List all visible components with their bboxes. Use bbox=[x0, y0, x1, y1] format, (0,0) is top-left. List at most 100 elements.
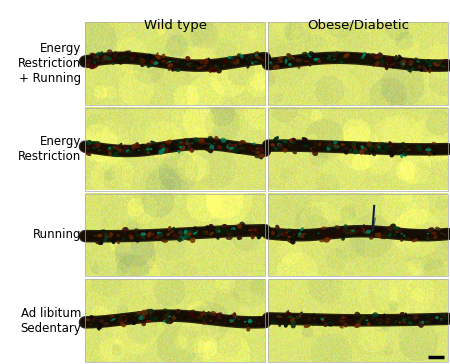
Ellipse shape bbox=[273, 315, 276, 318]
Text: Energy
Restriction: Energy Restriction bbox=[18, 135, 81, 163]
Ellipse shape bbox=[217, 314, 222, 319]
Ellipse shape bbox=[135, 239, 140, 243]
Ellipse shape bbox=[231, 147, 235, 150]
Ellipse shape bbox=[388, 145, 392, 147]
Ellipse shape bbox=[364, 152, 369, 155]
Ellipse shape bbox=[190, 237, 195, 243]
Ellipse shape bbox=[275, 147, 278, 151]
Ellipse shape bbox=[389, 141, 393, 146]
Ellipse shape bbox=[226, 144, 230, 149]
Ellipse shape bbox=[374, 231, 378, 236]
Ellipse shape bbox=[279, 232, 283, 236]
Ellipse shape bbox=[323, 323, 328, 327]
Ellipse shape bbox=[290, 59, 293, 60]
Ellipse shape bbox=[159, 145, 165, 148]
Ellipse shape bbox=[248, 229, 252, 232]
Ellipse shape bbox=[216, 63, 221, 66]
Ellipse shape bbox=[146, 148, 149, 151]
Ellipse shape bbox=[169, 321, 174, 324]
Ellipse shape bbox=[382, 321, 384, 322]
Ellipse shape bbox=[98, 149, 101, 151]
Ellipse shape bbox=[272, 142, 277, 146]
Ellipse shape bbox=[216, 317, 219, 320]
Ellipse shape bbox=[253, 321, 256, 323]
Ellipse shape bbox=[114, 51, 118, 54]
Ellipse shape bbox=[278, 143, 281, 147]
Ellipse shape bbox=[182, 64, 184, 65]
Ellipse shape bbox=[94, 142, 97, 147]
Ellipse shape bbox=[386, 147, 388, 149]
Ellipse shape bbox=[421, 321, 424, 324]
Ellipse shape bbox=[427, 151, 432, 156]
Ellipse shape bbox=[202, 230, 208, 236]
Ellipse shape bbox=[239, 147, 243, 150]
Ellipse shape bbox=[217, 316, 221, 319]
Ellipse shape bbox=[344, 224, 348, 229]
Ellipse shape bbox=[140, 233, 145, 239]
Ellipse shape bbox=[226, 60, 232, 63]
Ellipse shape bbox=[209, 320, 212, 322]
Ellipse shape bbox=[400, 149, 402, 150]
Text: Energy
Restriction
+ Running: Energy Restriction + Running bbox=[18, 42, 81, 85]
Ellipse shape bbox=[97, 326, 103, 329]
Ellipse shape bbox=[122, 314, 126, 318]
Ellipse shape bbox=[401, 63, 405, 67]
Ellipse shape bbox=[99, 241, 104, 245]
Ellipse shape bbox=[94, 150, 98, 154]
Ellipse shape bbox=[418, 65, 421, 68]
Ellipse shape bbox=[140, 144, 144, 147]
Ellipse shape bbox=[122, 55, 126, 57]
Ellipse shape bbox=[213, 316, 218, 320]
Ellipse shape bbox=[214, 136, 219, 141]
Ellipse shape bbox=[189, 64, 196, 67]
Ellipse shape bbox=[184, 232, 189, 238]
Ellipse shape bbox=[309, 51, 315, 57]
Ellipse shape bbox=[292, 138, 296, 141]
Ellipse shape bbox=[138, 230, 143, 234]
Ellipse shape bbox=[420, 67, 424, 72]
Ellipse shape bbox=[187, 233, 189, 235]
Ellipse shape bbox=[318, 60, 321, 62]
Ellipse shape bbox=[246, 325, 248, 326]
Ellipse shape bbox=[369, 235, 374, 240]
Ellipse shape bbox=[402, 147, 407, 150]
Ellipse shape bbox=[141, 321, 146, 326]
Ellipse shape bbox=[190, 148, 194, 153]
Ellipse shape bbox=[400, 142, 405, 146]
Ellipse shape bbox=[300, 312, 303, 314]
Ellipse shape bbox=[234, 144, 237, 147]
Ellipse shape bbox=[285, 59, 288, 64]
Ellipse shape bbox=[228, 316, 235, 320]
Ellipse shape bbox=[440, 64, 443, 67]
Ellipse shape bbox=[171, 67, 176, 71]
Ellipse shape bbox=[381, 62, 384, 66]
Ellipse shape bbox=[205, 147, 210, 151]
Ellipse shape bbox=[102, 148, 106, 152]
Ellipse shape bbox=[253, 142, 256, 145]
Ellipse shape bbox=[253, 228, 257, 232]
Ellipse shape bbox=[197, 314, 200, 316]
Ellipse shape bbox=[108, 149, 112, 151]
Ellipse shape bbox=[435, 316, 439, 319]
Ellipse shape bbox=[395, 320, 398, 321]
Ellipse shape bbox=[207, 149, 213, 153]
Ellipse shape bbox=[211, 68, 216, 72]
Ellipse shape bbox=[94, 58, 96, 60]
Ellipse shape bbox=[393, 318, 398, 321]
Ellipse shape bbox=[407, 149, 411, 151]
Ellipse shape bbox=[273, 136, 279, 141]
Ellipse shape bbox=[198, 64, 201, 67]
Ellipse shape bbox=[247, 226, 250, 229]
Ellipse shape bbox=[289, 138, 295, 144]
Ellipse shape bbox=[311, 322, 315, 326]
Ellipse shape bbox=[291, 56, 294, 59]
Ellipse shape bbox=[85, 318, 90, 321]
Ellipse shape bbox=[95, 242, 102, 245]
Ellipse shape bbox=[179, 146, 183, 148]
Ellipse shape bbox=[401, 60, 407, 66]
Ellipse shape bbox=[235, 148, 237, 150]
Ellipse shape bbox=[345, 145, 347, 149]
Ellipse shape bbox=[408, 232, 412, 236]
Ellipse shape bbox=[248, 319, 252, 323]
Ellipse shape bbox=[251, 234, 255, 239]
